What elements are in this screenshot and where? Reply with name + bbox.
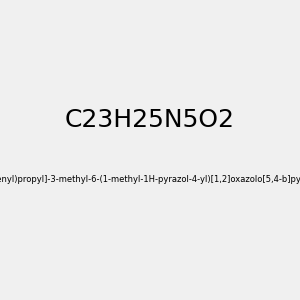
Text: N-[1-(2,4-dimethylphenyl)propyl]-3-methyl-6-(1-methyl-1H-pyrazol-4-yl)[1,2]oxazo: N-[1-(2,4-dimethylphenyl)propyl]-3-methy…: [0, 176, 300, 184]
Text: C23H25N5O2: C23H25N5O2: [65, 108, 235, 132]
